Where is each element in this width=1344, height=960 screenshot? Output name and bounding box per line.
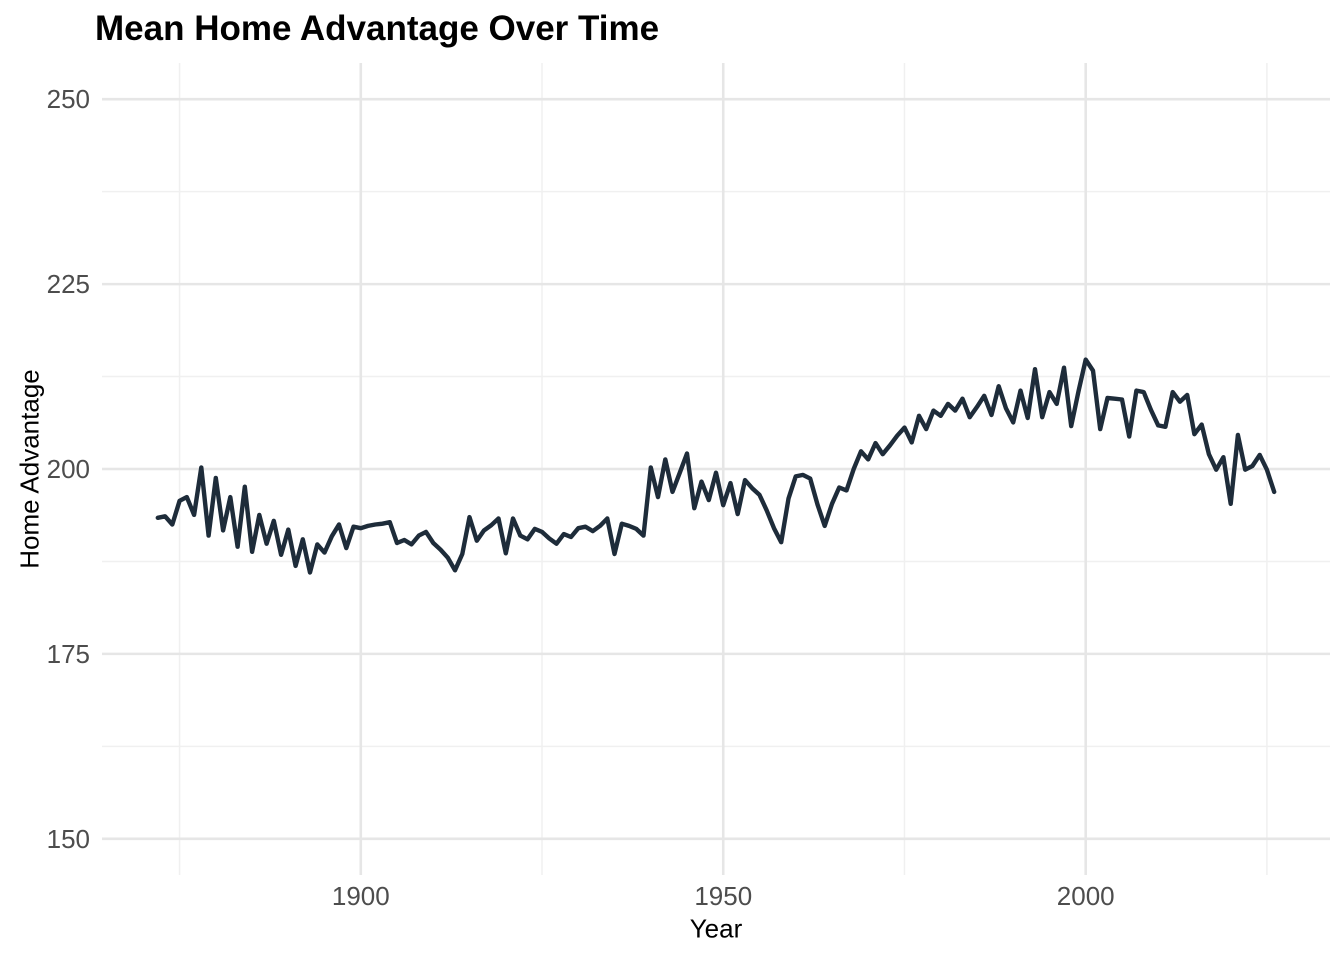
y-axis-title: Home Advantage <box>14 369 45 569</box>
y-tick-label: 250 <box>47 84 90 114</box>
trend-line <box>155 357 1277 575</box>
x-tick-label: 1900 <box>332 881 390 911</box>
chart-title: Mean Home Advantage Over Time <box>95 9 660 48</box>
x-tick-label: 2000 <box>1057 881 1115 911</box>
x-axis-title: Year <box>689 913 743 944</box>
y-tick-label: 200 <box>47 454 90 484</box>
y-tick-label: 225 <box>47 269 90 299</box>
y-tick-label: 175 <box>47 639 90 669</box>
x-tick-label: 1950 <box>694 881 752 911</box>
y-tick-label: 150 <box>47 824 90 854</box>
